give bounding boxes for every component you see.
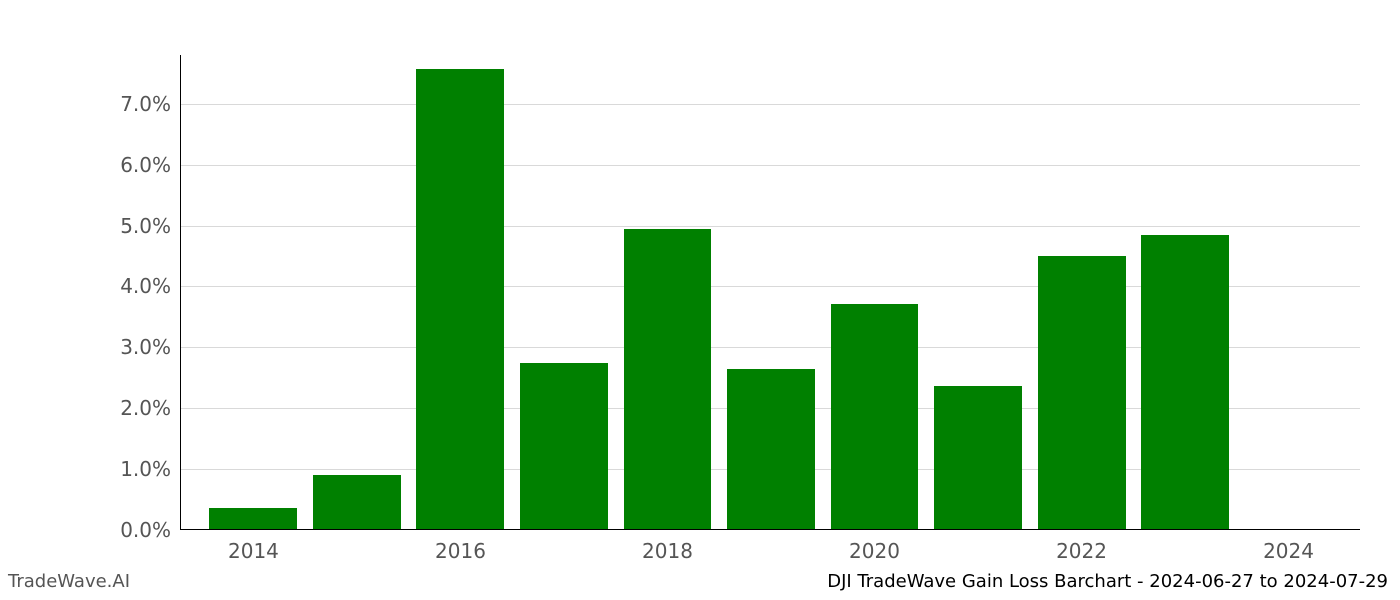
bar (209, 508, 297, 529)
bar (1038, 256, 1126, 529)
y-tick-label: 4.0% (120, 274, 181, 298)
gridline (181, 226, 1360, 227)
caption-text: DJI TradeWave Gain Loss Barchart - 2024-… (827, 571, 1388, 592)
bar (313, 475, 401, 529)
y-tick-label: 2.0% (120, 396, 181, 420)
x-tick-label: 2014 (228, 529, 279, 563)
gridline (181, 165, 1360, 166)
bar (934, 386, 1022, 529)
chart-container: 0.0% 1.0% 2.0% 3.0% 4.0% 5.0% 6.0% 7.0% 2014 2016… (0, 0, 1400, 600)
y-tick-label: 1.0% (120, 457, 181, 481)
bar (624, 229, 712, 529)
bar (520, 363, 608, 529)
bar (1141, 235, 1229, 529)
y-tick-label: 5.0% (120, 214, 181, 238)
bar (831, 304, 919, 529)
y-tick-label: 6.0% (120, 153, 181, 177)
x-tick-label: 2022 (1056, 529, 1107, 563)
watermark-text: TradeWave.AI (8, 571, 130, 592)
y-tick-label: 7.0% (120, 92, 181, 116)
x-tick-label: 2020 (849, 529, 900, 563)
plot-area: 0.0%1.0%2.0%3.0%4.0%5.0%6.0%7.0%20142016… (180, 55, 1360, 530)
bar (416, 69, 504, 529)
x-tick-label: 2016 (435, 529, 486, 563)
x-tick-label: 2024 (1263, 529, 1314, 563)
gridline (181, 104, 1360, 105)
bar (727, 369, 815, 529)
y-tick-label: 3.0% (120, 335, 181, 359)
x-tick-label: 2018 (642, 529, 693, 563)
y-tick-label: 0.0% (120, 518, 181, 542)
